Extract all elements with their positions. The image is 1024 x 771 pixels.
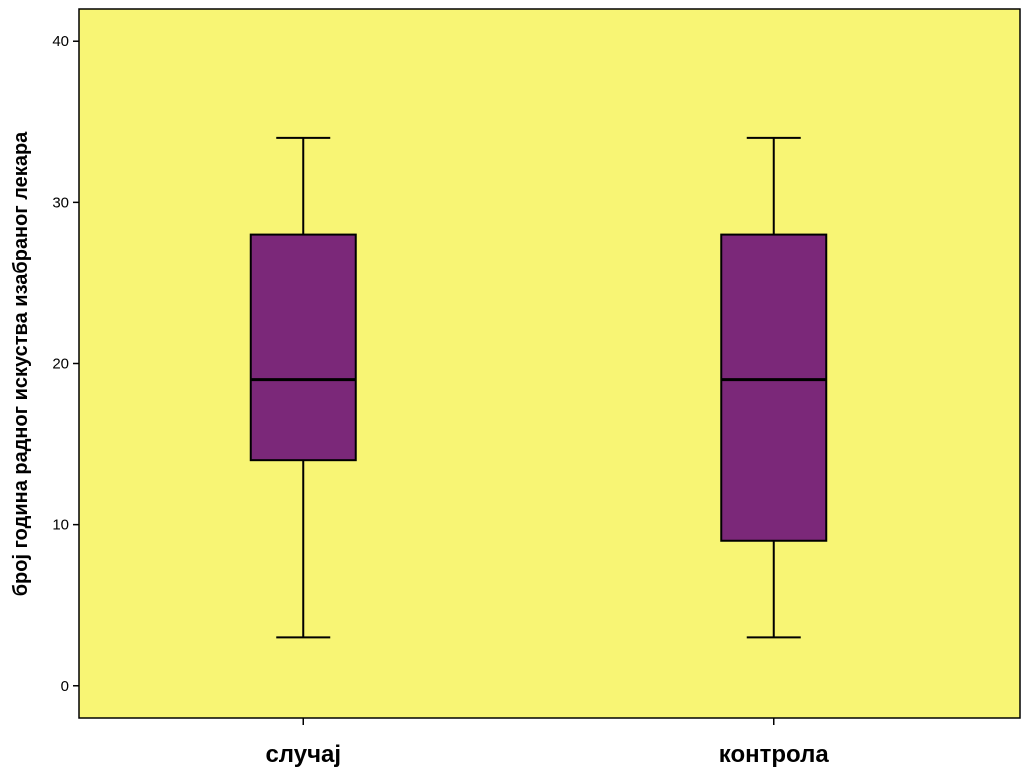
y-tick-label: 40 (52, 33, 69, 50)
iqr-box (720, 233, 828, 542)
x-category-label: контрола (719, 741, 830, 768)
x-axis: случај контрола (265, 718, 829, 768)
y-tick-label: 30 (52, 194, 69, 211)
y-axis-title: број година радног искуства изабраног ле… (10, 131, 32, 596)
plot-area (78, 8, 1021, 719)
x-category-label: случај (265, 741, 341, 768)
box-group (720, 136, 828, 639)
y-tick-label: 10 (52, 517, 69, 534)
y-tick-label: 20 (52, 356, 69, 373)
y-tick-label: 0 (61, 678, 69, 695)
box-series (249, 136, 828, 639)
y-axis: 0 10 20 30 40 (52, 33, 79, 695)
box-group (249, 136, 357, 639)
iqr-box (249, 233, 357, 462)
